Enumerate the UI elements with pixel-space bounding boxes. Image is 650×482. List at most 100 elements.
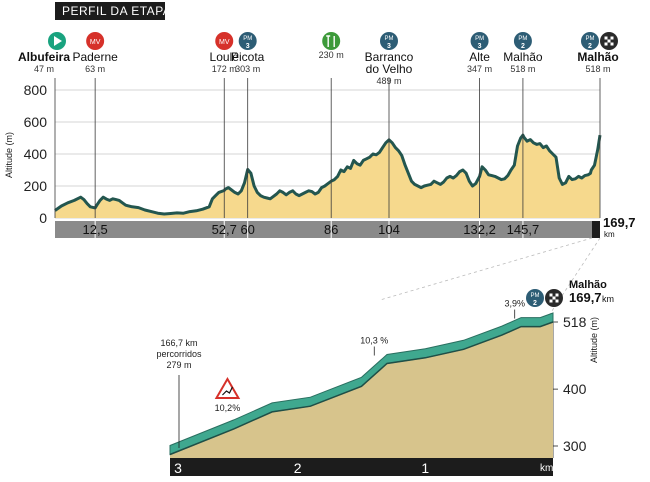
- place-name: Paderne: [72, 50, 118, 64]
- climb-badge-text: PM: [385, 36, 394, 42]
- chart-title: PERFIL DA ETAPA: [62, 4, 171, 18]
- mountain-climb-icon: [513, 32, 532, 50]
- mountain-climb-icon: [581, 32, 599, 50]
- km-tick-label: 2: [294, 460, 302, 476]
- y-tick-label: 600: [24, 114, 48, 130]
- climb-category: 3: [387, 43, 391, 50]
- mountain-climb-icon: [470, 32, 489, 50]
- distance-marker-label: 86: [324, 222, 338, 237]
- climb-badge-text: PM: [586, 36, 595, 42]
- intermediate-sprint-icon: [215, 32, 234, 50]
- y-tick-label: 400: [24, 146, 48, 162]
- final-km-detail: 300 400 518 Altitude (m) km 3 2 1 166,7 kmpercor…: [156, 237, 614, 476]
- finish-distance-unit: km: [602, 294, 614, 304]
- distance-marker-label: 52,7: [212, 222, 237, 237]
- distance-marker-label: 132,2: [463, 222, 496, 237]
- y-axis-label: Altitude (m): [4, 132, 14, 178]
- climb-badge-text: PM: [531, 293, 540, 299]
- place-altitude: 47 m: [34, 64, 54, 74]
- zoom-connector: [379, 237, 593, 301]
- distance-marker-label: 104: [378, 222, 400, 237]
- checker-cell: [549, 299, 553, 303]
- climb-badge-text: PM: [475, 36, 484, 42]
- place-name: Malhão: [577, 50, 618, 64]
- main-profile: 0 200 400 600 800 Altitude (m) 12,5 52,7 60 86 104…: [4, 32, 636, 239]
- start-note-text: 279 m: [166, 360, 191, 370]
- checker-cell: [555, 293, 559, 297]
- gradient-label: 3,9%: [504, 299, 525, 309]
- gradient-label: 10,2%: [215, 403, 241, 413]
- y-tick-label: 400: [563, 381, 587, 397]
- place-name: Barranco: [365, 50, 414, 64]
- place-altitude: 303 m: [235, 64, 260, 74]
- finish-distance: 169,7: [569, 290, 602, 305]
- climb-category: 2: [521, 43, 525, 50]
- place-feed: 230 m: [319, 32, 344, 60]
- place-name: Alte: [469, 50, 490, 64]
- checker-cell: [555, 299, 559, 303]
- checker-cell: [549, 293, 553, 297]
- distance-marker-label: 12,5: [82, 222, 107, 237]
- checker-cell: [610, 42, 614, 46]
- distance-bar-end: [592, 221, 600, 238]
- finish-distance-unit: km: [604, 230, 615, 239]
- place-altitude: 230 m: [319, 50, 344, 60]
- gradient-label: 10,3 %: [360, 336, 388, 346]
- place-altitude: 518 m: [585, 64, 610, 74]
- mountain-climb-icon: [526, 289, 544, 307]
- title-bar: [55, 2, 165, 20]
- y-tick-label: 800: [24, 82, 48, 98]
- climb-category: 2: [588, 43, 592, 50]
- km-tick-label: 1: [421, 460, 429, 476]
- intermediate-sprint-icon: [86, 32, 105, 50]
- mountain-climb-icon: [238, 32, 257, 50]
- profile-area: [55, 135, 600, 218]
- detail-profile-line: [169, 321, 554, 456]
- finish-distance: 169,7: [603, 215, 636, 230]
- place-name: do Velho: [366, 62, 413, 76]
- checker-cell: [610, 36, 614, 40]
- place-altitude: 347 m: [467, 64, 492, 74]
- checker-cell: [604, 42, 608, 46]
- place-name: Malhão: [503, 50, 543, 64]
- finish-name: Malhão: [569, 279, 607, 291]
- place-altitude: 489 m: [376, 76, 401, 86]
- checker-cell: [552, 296, 556, 300]
- km-tick-label: 3: [174, 460, 182, 476]
- climb-badge-text: PM: [518, 36, 527, 42]
- place-altitude: 518 m: [510, 64, 535, 74]
- climb-category: 3: [246, 43, 250, 50]
- place-altitude: 172 m: [212, 64, 237, 74]
- place-name: Albufeira: [18, 50, 70, 64]
- climb-badge-text: PM: [243, 36, 252, 42]
- y-tick-label: 300: [563, 438, 587, 454]
- detail-profile-area: [170, 322, 553, 458]
- distance-bar: [170, 458, 553, 476]
- start-note-text: 166,7 km: [160, 338, 197, 348]
- climb-category: 2: [533, 300, 537, 307]
- place-name: Picota: [231, 50, 265, 64]
- checker-cell: [604, 36, 608, 40]
- zoom-connector: [545, 237, 601, 321]
- cutlery-glyph: [326, 35, 335, 47]
- feed-zone-icon: [322, 32, 341, 50]
- distance-marker-label: 145,7: [507, 222, 540, 237]
- distance-bar: [55, 221, 600, 238]
- distance-marker-label: 60: [240, 222, 254, 237]
- steep-gradient-warning-icon: [214, 377, 241, 399]
- gradient-glyph: [222, 386, 233, 396]
- mountain-climb-icon: [380, 32, 399, 50]
- climb-category: 3: [478, 43, 482, 50]
- y-tick-label: 0: [39, 210, 47, 226]
- play-glyph: [54, 36, 62, 46]
- sprint-badge-text: MV: [219, 39, 230, 46]
